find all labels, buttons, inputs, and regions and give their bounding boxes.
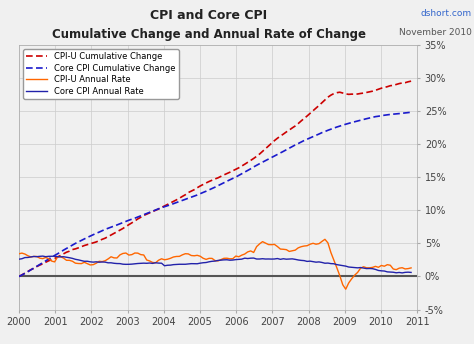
Text: CPI and Core CPI: CPI and Core CPI — [150, 9, 267, 22]
Core CPI Annual Rate — [278, 257, 283, 261]
Core CPI Annual Rate — [40, 254, 46, 258]
CPI-U Annual Rate — [16, 252, 22, 256]
Core CPI Cumulative Change — [393, 112, 399, 116]
CPI-U Annual Rate — [286, 249, 292, 254]
CPI-U Annual Rate — [43, 255, 48, 259]
Core CPI Cumulative Change — [408, 110, 414, 114]
CPI-U Annual Rate — [399, 266, 405, 270]
Line: CPI-U Annual Rate: CPI-U Annual Rate — [19, 239, 411, 289]
Text: November 2010: November 2010 — [399, 28, 472, 36]
CPI-U Annual Rate — [408, 266, 414, 270]
Core CPI Annual Rate — [265, 257, 271, 261]
CPI-U Annual Rate — [322, 237, 328, 241]
CPI-U Cumulative Change — [274, 136, 280, 140]
Core CPI Annual Rate — [399, 271, 405, 275]
CPI-U Cumulative Change — [43, 260, 48, 264]
CPI-U Cumulative Change — [393, 83, 399, 87]
Core CPI Cumulative Change — [286, 146, 292, 150]
Line: Core CPI Annual Rate: Core CPI Annual Rate — [19, 256, 411, 273]
CPI-U Cumulative Change — [384, 85, 390, 89]
CPI-U Annual Rate — [274, 245, 280, 249]
CPI-U Cumulative Change — [408, 79, 414, 83]
Core CPI Cumulative Change — [43, 259, 48, 263]
Core CPI Annual Rate — [16, 257, 22, 261]
CPI-U Cumulative Change — [16, 275, 22, 279]
Line: Core CPI Cumulative Change: Core CPI Cumulative Change — [19, 112, 411, 277]
Core CPI Cumulative Change — [274, 152, 280, 157]
CPI-U Annual Rate — [263, 241, 268, 245]
Legend: CPI-U Cumulative Change, Core CPI Cumulative Change, CPI-U Annual Rate, Core CPI: CPI-U Cumulative Change, Core CPI Cumula… — [23, 49, 179, 99]
Core CPI Cumulative Change — [384, 113, 390, 117]
Text: Cumulative Change and Annual Rate of Change: Cumulative Change and Annual Rate of Cha… — [52, 28, 365, 41]
Core CPI Annual Rate — [290, 257, 295, 261]
Core CPI Annual Rate — [46, 254, 52, 258]
Core CPI Cumulative Change — [16, 275, 22, 279]
CPI-U Annual Rate — [343, 287, 348, 291]
CPI-U Cumulative Change — [263, 147, 268, 151]
Core CPI Cumulative Change — [263, 159, 268, 163]
Core CPI Annual Rate — [408, 270, 414, 275]
Core CPI Annual Rate — [396, 270, 402, 275]
Core CPI Annual Rate — [387, 270, 393, 274]
Line: CPI-U Cumulative Change: CPI-U Cumulative Change — [19, 81, 411, 277]
CPI-U Cumulative Change — [286, 128, 292, 132]
Text: dshort.com: dshort.com — [420, 9, 472, 18]
CPI-U Annual Rate — [391, 267, 396, 271]
